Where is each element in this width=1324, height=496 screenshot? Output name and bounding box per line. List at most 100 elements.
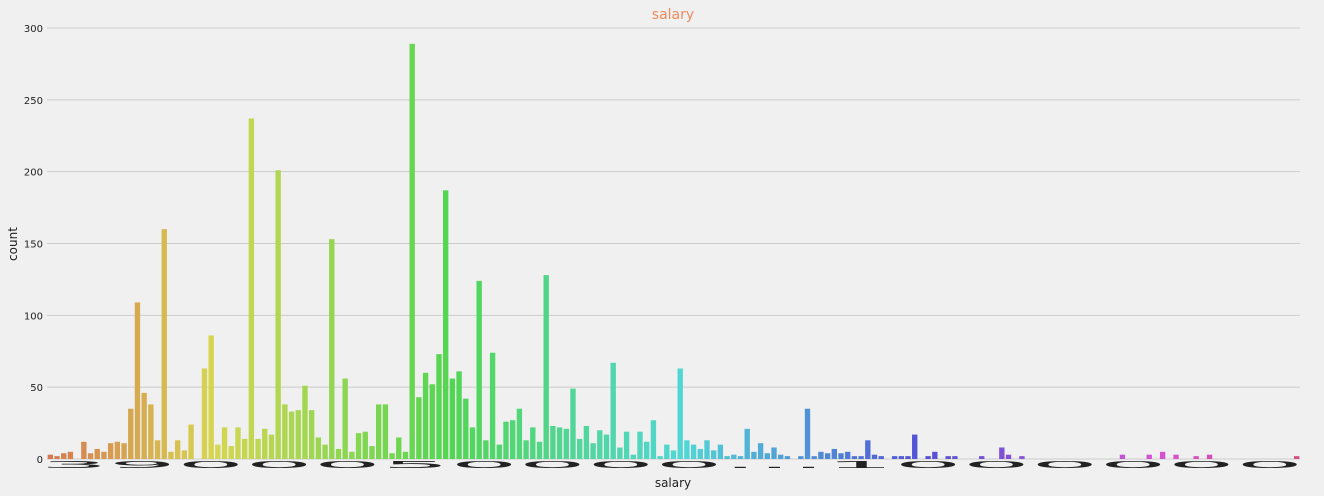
bar-99 bbox=[711, 450, 717, 459]
bar-139 bbox=[979, 456, 985, 459]
bar-128 bbox=[905, 456, 911, 459]
bar-134 bbox=[945, 456, 951, 459]
bar-106 bbox=[757, 443, 764, 459]
bar-3 bbox=[67, 451, 74, 459]
bar-104 bbox=[744, 428, 750, 459]
bar-84 bbox=[610, 362, 616, 459]
gridlines bbox=[47, 27, 1300, 460]
bar-85 bbox=[617, 447, 623, 459]
bar-129 bbox=[912, 434, 918, 459]
bar-123 bbox=[871, 454, 878, 459]
bar-72 bbox=[530, 427, 536, 459]
bar-126 bbox=[891, 456, 898, 459]
bar-87 bbox=[630, 454, 636, 459]
bar-114 bbox=[811, 456, 817, 459]
bar-98 bbox=[704, 440, 710, 459]
y-tick-300: 300 bbox=[24, 24, 43, 35]
bar-54 bbox=[409, 43, 415, 460]
bar-43 bbox=[335, 448, 342, 459]
y-tick-200: 200 bbox=[24, 168, 43, 179]
bar-20 bbox=[181, 450, 188, 459]
bar-15 bbox=[148, 404, 154, 459]
bar-66 bbox=[489, 352, 496, 459]
bar-171 bbox=[1193, 456, 1199, 459]
bar-12 bbox=[128, 408, 134, 459]
bar-71 bbox=[523, 440, 529, 459]
bar-37 bbox=[295, 410, 301, 459]
bar-97 bbox=[697, 448, 703, 459]
bar-94 bbox=[677, 368, 683, 459]
bar-13 bbox=[134, 302, 141, 459]
bar-50 bbox=[382, 404, 389, 459]
bar-39 bbox=[308, 410, 315, 459]
bar-118 bbox=[838, 453, 844, 459]
bar-42 bbox=[329, 239, 335, 459]
bar-93 bbox=[670, 450, 677, 459]
bar-61 bbox=[456, 371, 462, 459]
bar-69 bbox=[510, 420, 516, 459]
bar-113 bbox=[804, 408, 811, 459]
bar-121 bbox=[858, 456, 864, 459]
bar-81 bbox=[590, 443, 596, 459]
bar-107 bbox=[764, 453, 770, 459]
bar-41 bbox=[322, 444, 328, 459]
bar-91 bbox=[657, 456, 663, 459]
bar-86 bbox=[623, 431, 630, 459]
bar-77 bbox=[563, 428, 569, 459]
x-tick-labels: 3900050000...1000000 bbox=[40, 460, 1304, 471]
bar-173 bbox=[1206, 454, 1213, 459]
bar-17 bbox=[161, 229, 167, 459]
bar-90 bbox=[650, 420, 657, 459]
bar-127 bbox=[898, 456, 904, 459]
bar-10 bbox=[114, 441, 121, 459]
bar-31 bbox=[255, 438, 261, 459]
bar-40 bbox=[315, 437, 322, 459]
bar-103 bbox=[737, 456, 744, 459]
bar-166 bbox=[1159, 451, 1166, 459]
bar-6 bbox=[87, 453, 94, 459]
bar-62 bbox=[463, 398, 469, 459]
bars bbox=[47, 43, 1300, 460]
bar-26 bbox=[221, 427, 228, 459]
bar-145 bbox=[1019, 456, 1025, 459]
bar-38 bbox=[302, 385, 308, 459]
bar-108 bbox=[771, 447, 777, 459]
bar-73 bbox=[536, 441, 543, 459]
bar-132 bbox=[932, 451, 938, 459]
bar-102 bbox=[731, 454, 737, 459]
bar-83 bbox=[603, 434, 610, 459]
bar-60 bbox=[449, 378, 456, 459]
bar-82 bbox=[597, 430, 603, 459]
bar-47 bbox=[362, 431, 368, 459]
bar-131 bbox=[925, 456, 931, 459]
bar-116 bbox=[824, 453, 831, 459]
bar-80 bbox=[583, 425, 590, 459]
bar-101 bbox=[724, 456, 730, 459]
bar-48 bbox=[369, 446, 375, 459]
bar-30 bbox=[248, 118, 255, 459]
bar-7 bbox=[94, 448, 100, 459]
y-tick-0: 0 bbox=[37, 455, 43, 466]
bar-96 bbox=[690, 444, 697, 459]
y-axis-label: count bbox=[6, 227, 20, 261]
bar-9 bbox=[107, 443, 114, 459]
bar-18 bbox=[168, 451, 174, 459]
bar-78 bbox=[570, 388, 576, 459]
bar-11 bbox=[121, 443, 127, 459]
bar-115 bbox=[818, 451, 824, 459]
y-tick-150: 150 bbox=[24, 240, 43, 251]
bar-34 bbox=[275, 170, 281, 460]
bar-164 bbox=[1146, 454, 1152, 459]
bar-51 bbox=[389, 453, 395, 459]
bar-122 bbox=[865, 440, 871, 459]
bar-32 bbox=[262, 428, 268, 459]
bar-63 bbox=[469, 427, 476, 459]
bar-112 bbox=[798, 456, 804, 459]
bar-79 bbox=[577, 438, 583, 459]
y-tick-labels: 0 50 100 150 200 250 300 bbox=[24, 24, 43, 466]
bar-59 bbox=[443, 190, 449, 459]
bar-52 bbox=[396, 437, 402, 459]
bar-0 bbox=[47, 454, 54, 459]
y-tick-100: 100 bbox=[24, 311, 43, 322]
